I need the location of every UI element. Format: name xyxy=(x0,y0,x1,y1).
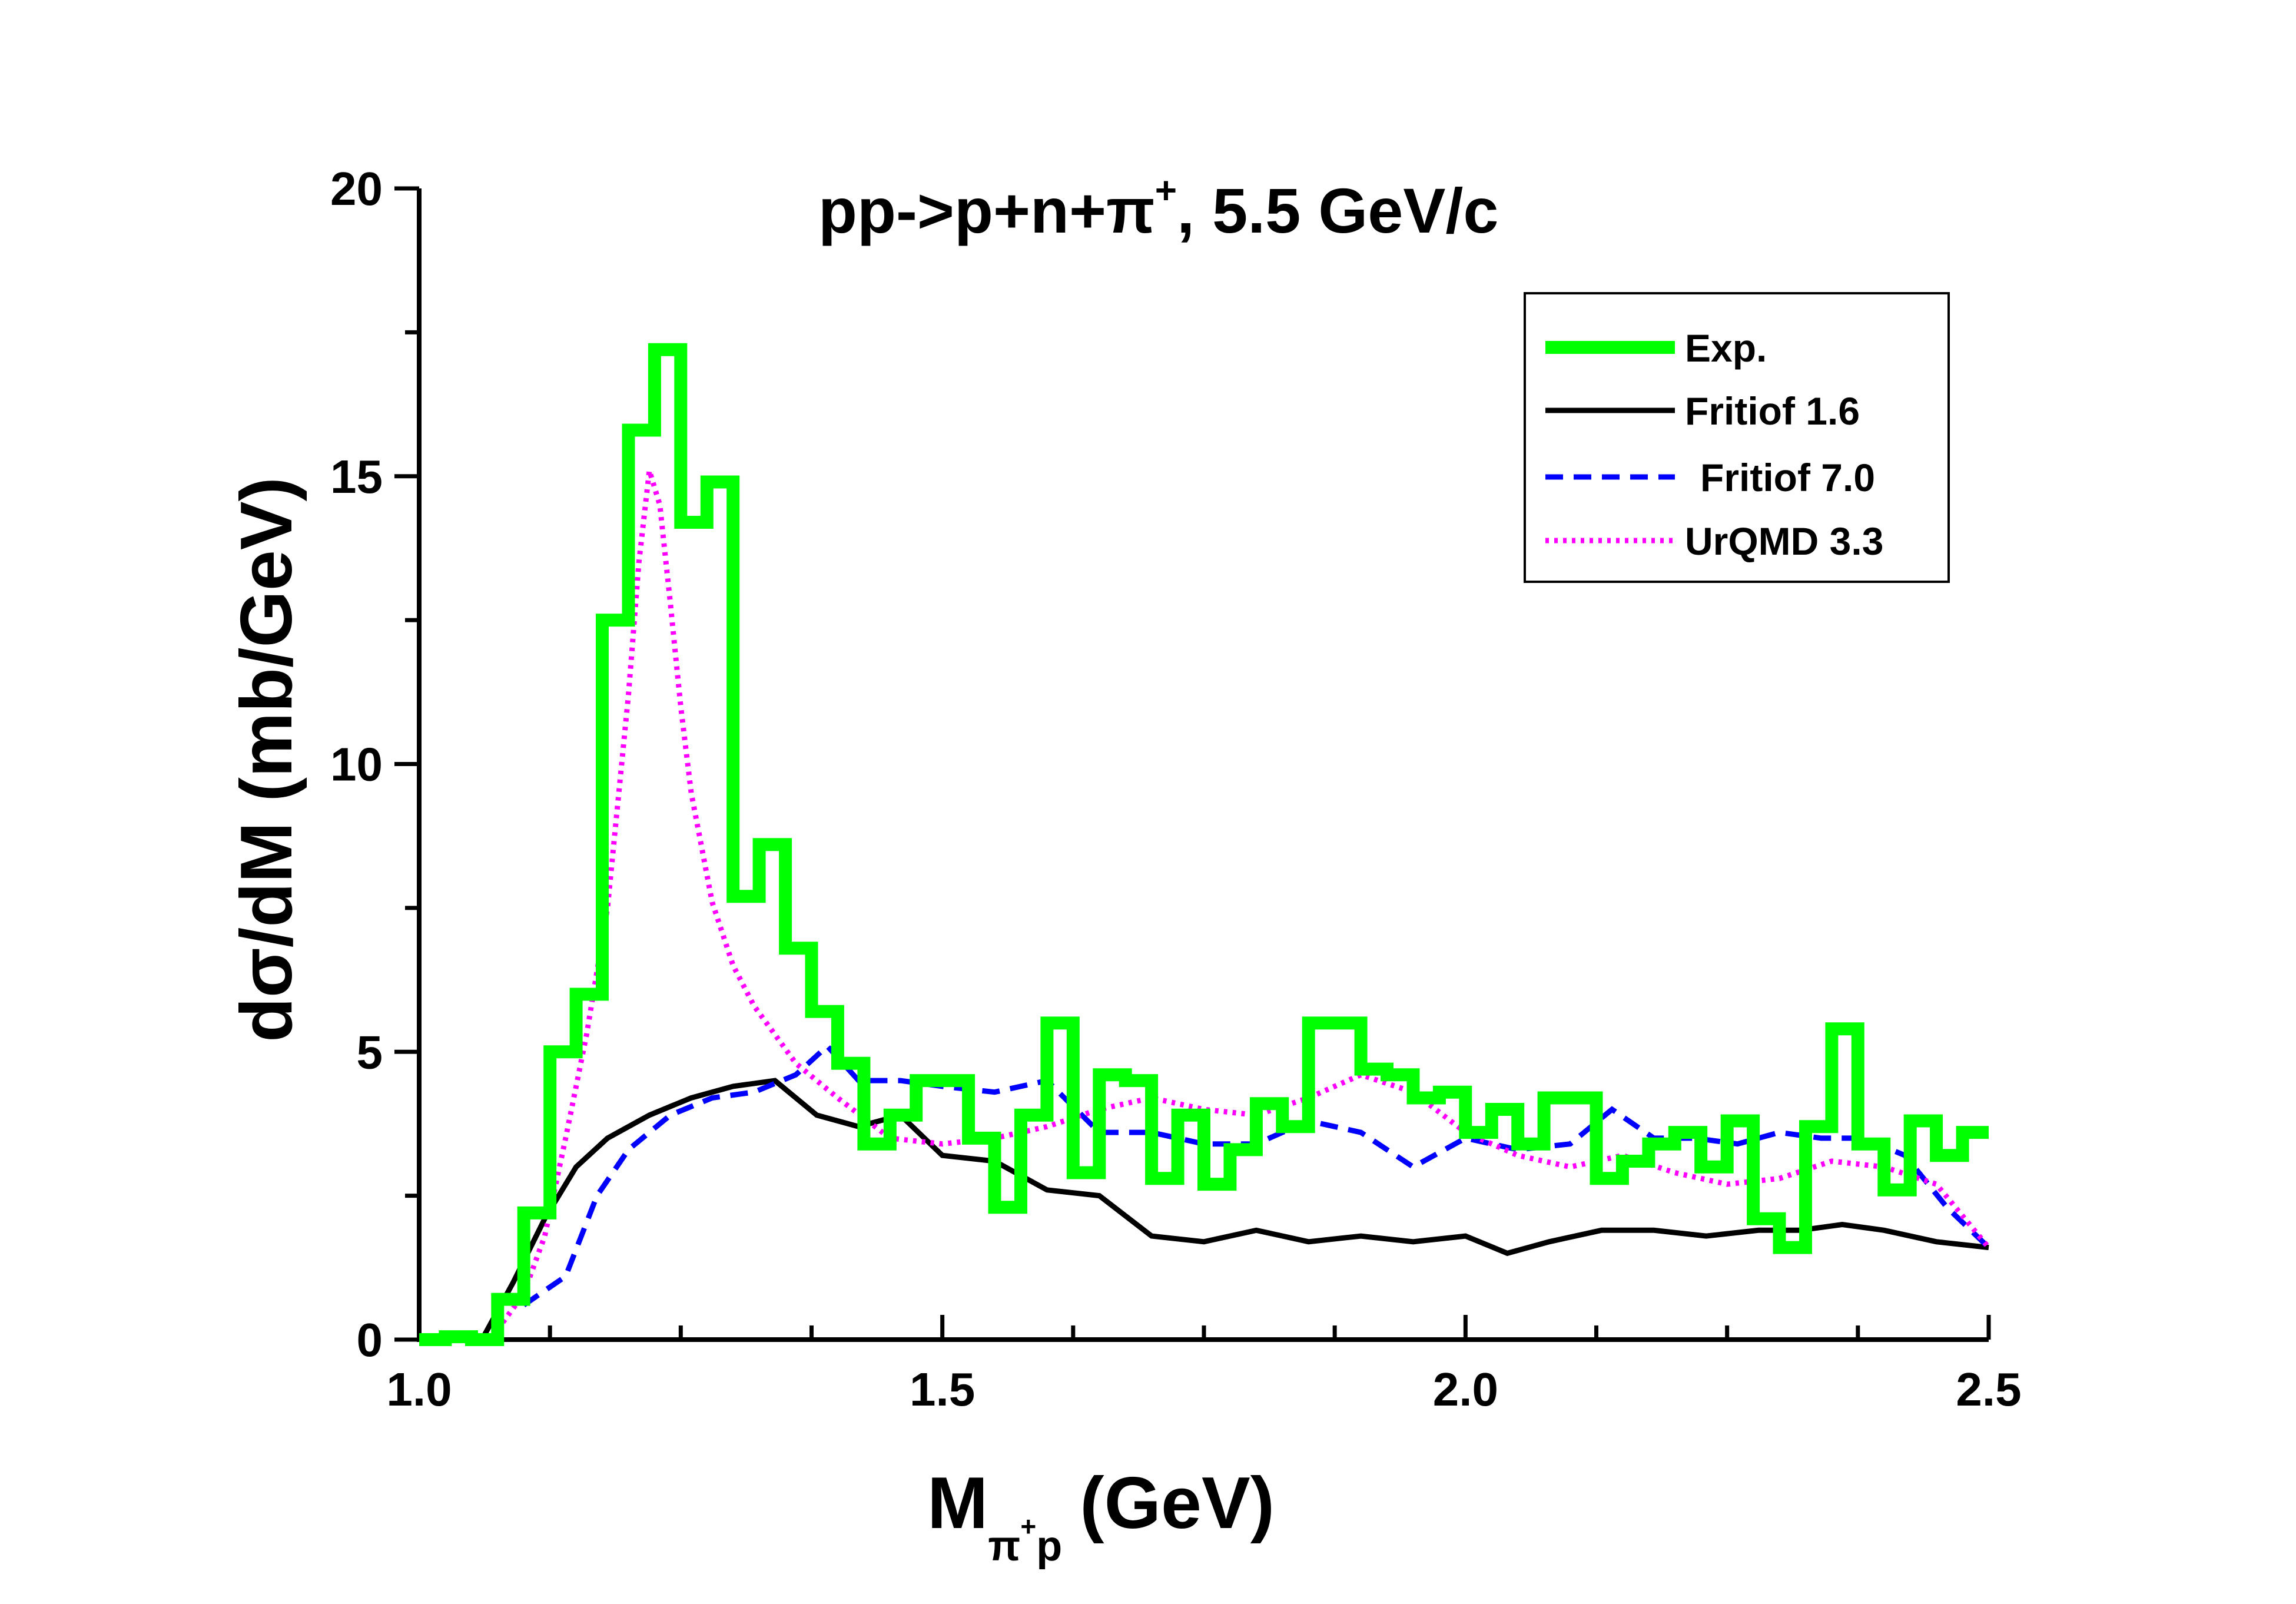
x-tick-label: 1.5 xyxy=(910,1363,975,1416)
legend-label-exp: Exp. xyxy=(1685,326,1767,370)
y-ticks: 0 5 10 15 20 xyxy=(330,163,419,1366)
legend-label-fritiof-1-6: Fritiof 1.6 xyxy=(1685,389,1860,433)
legend-item-urqmd-3-3: UrQMD 3.3 xyxy=(1545,519,1883,563)
x-ticks: 1.0 1.5 2.0 2.5 xyxy=(386,1315,2022,1416)
legend-item-fritiof-7-0: Fritiof 7.0 xyxy=(1545,456,1875,499)
legend-label-urqmd-3-3: UrQMD 3.3 xyxy=(1685,519,1883,563)
x-axis-label: Mπ+p(GeV) xyxy=(927,1463,1275,1570)
series-line-exp xyxy=(419,343,1989,1346)
y-tick-label: 0 xyxy=(357,1314,383,1366)
legend-item-exp: Exp. xyxy=(1545,326,1767,370)
x-tick-label: 2.5 xyxy=(1956,1363,2021,1416)
chart-title: pp->p+n+π+, 5.5 GeV/c xyxy=(818,169,1498,246)
x-tick-label: 2.0 xyxy=(1433,1363,1498,1416)
y-tick-label: 20 xyxy=(330,163,383,215)
legend-label-fritiof-7-0: Fritiof 7.0 xyxy=(1700,456,1875,499)
y-axis-label: dσ/dM (mb/GeV) xyxy=(226,477,307,1042)
y-tick-label: 5 xyxy=(357,1026,383,1078)
legend-item-fritiof-1-6: Fritiof 1.6 xyxy=(1545,389,1860,433)
series-layer xyxy=(419,343,1991,1346)
y-tick-label: 10 xyxy=(330,738,383,791)
x-tick-label: 1.0 xyxy=(386,1363,452,1416)
plot-area: 1.0 1.5 2.0 2.5 0 5 10 15 20 xyxy=(330,163,2022,1416)
y-tick-label: 15 xyxy=(330,450,383,503)
series-line-fritiof-1-6 xyxy=(479,1078,1989,1341)
series-line-urqmd-3-3 xyxy=(500,469,1991,1324)
legend: Exp. Fritiof 1.6 Fritiof 7.0 UrQMD 3.3 xyxy=(1524,292,1950,583)
